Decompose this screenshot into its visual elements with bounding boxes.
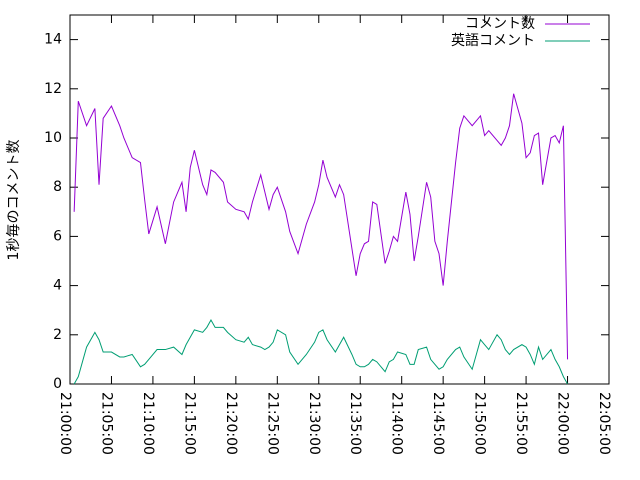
y-axis-label: 1秒毎のコメント数 [6, 140, 22, 261]
legend-label: コメント数 [465, 16, 535, 32]
y-tick-label: 4 [53, 278, 62, 294]
x-tick-label: 21:45:00 [430, 392, 446, 455]
x-tick-label: 21:50:00 [472, 392, 488, 455]
x-tick-label: 22:05:00 [596, 392, 612, 455]
y-tick-label: 12 [44, 81, 62, 97]
x-tick-label: 21:40:00 [389, 392, 405, 455]
y-tick-label: 10 [44, 130, 62, 146]
x-tick-label: 21:00:00 [57, 392, 73, 455]
y-tick-label: 8 [53, 179, 62, 195]
x-tick-label: 21:25:00 [264, 392, 280, 455]
legend-label: 英語コメント [451, 32, 535, 49]
x-tick-label: 21:55:00 [513, 392, 529, 455]
plot-frame [69, 14, 610, 385]
x-tick-label: 21:30:00 [306, 392, 322, 455]
x-tick-label: 21:10:00 [140, 392, 156, 455]
x-tick-label: 21:20:00 [223, 392, 239, 455]
y-tick-label: 2 [53, 327, 62, 343]
x-tick-label: 21:15:00 [181, 392, 197, 455]
data-line [73, 319, 568, 385]
data-line [73, 93, 569, 360]
y-tick-label: 14 [44, 32, 62, 48]
y-tick-label: 6 [53, 228, 62, 244]
x-tick-label: 21:35:00 [347, 392, 363, 455]
x-tick-label: 21:05:00 [98, 392, 114, 455]
x-tick-label: 22:00:00 [555, 392, 571, 455]
y-tick-label: 0 [53, 376, 62, 392]
